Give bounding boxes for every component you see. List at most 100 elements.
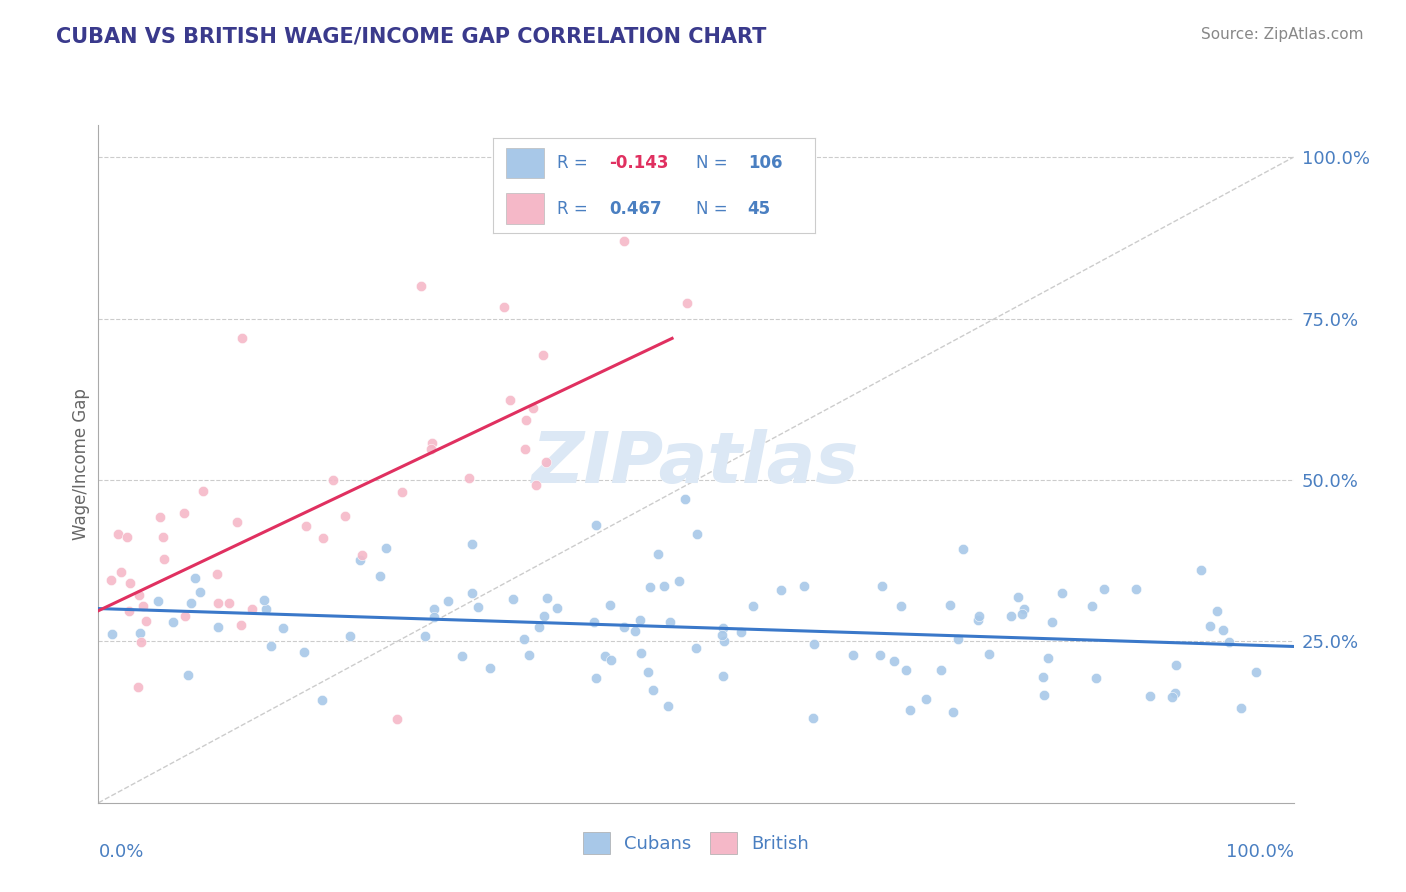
Point (711, 628, 734, 642)
Point (534, 455, 557, 469)
Point (184, 572, 207, 586)
Point (713, 621, 735, 635)
Point (110, 565, 132, 579)
Point (117, 530, 139, 544)
Point (713, 634, 735, 648)
Point (894, 664, 917, 678)
Point (929, 663, 952, 677)
Point (741, 599, 763, 614)
Point (1052, 586, 1074, 600)
Point (176, 668, 198, 682)
Point (1229, 701, 1251, 715)
Y-axis label: Wage/Income Gap: Wage/Income Gap (72, 388, 90, 540)
Point (946, 632, 969, 646)
Point (1189, 563, 1212, 577)
Point (647, 547, 669, 561)
Point (437, 594, 460, 608)
Point (914, 692, 936, 706)
Point (1040, 615, 1063, 630)
Point (585, 518, 607, 533)
Point (494, 300, 516, 314)
Point (527, 620, 550, 634)
Point (668, 574, 690, 589)
Point (967, 614, 990, 628)
Point (451, 649, 474, 664)
Point (322, 473, 344, 487)
Point (173, 608, 195, 623)
Point (1218, 635, 1240, 649)
Point (769, 583, 792, 598)
Point (842, 648, 865, 662)
Point (869, 648, 891, 663)
Point (420, 442, 443, 456)
Point (349, 552, 371, 566)
Point (253, 592, 276, 607)
Point (1036, 651, 1059, 665)
Point (128, 625, 150, 640)
Point (641, 683, 664, 698)
Point (207, 596, 229, 610)
Point (536, 591, 558, 605)
Point (1212, 623, 1234, 637)
Point (1164, 686, 1187, 700)
Text: Source: ZipAtlas.com: Source: ZipAtlas.com (1201, 27, 1364, 42)
Point (191, 484, 214, 499)
Point (513, 632, 536, 646)
Point (312, 531, 335, 545)
Point (1125, 582, 1147, 597)
Text: 100.0%: 100.0% (1226, 844, 1294, 862)
Point (939, 598, 962, 612)
Point (146, 594, 169, 608)
Point (652, 579, 675, 593)
Point (128, 588, 150, 602)
Point (107, 526, 129, 541)
Point (630, 646, 652, 660)
Point (335, 509, 357, 524)
Point (231, 618, 253, 632)
Point (583, 615, 606, 629)
Point (350, 549, 373, 563)
Point (100, 574, 122, 588)
Point (730, 625, 752, 640)
Point (132, 599, 155, 613)
Point (271, 621, 294, 635)
Point (422, 602, 444, 616)
Point (180, 596, 202, 610)
Point (657, 698, 679, 713)
Point (1244, 665, 1267, 679)
Point (422, 436, 444, 450)
Point (499, 392, 522, 407)
Point (461, 537, 484, 551)
Legend: Cubans, British: Cubans, British (575, 825, 817, 862)
Point (218, 596, 240, 610)
Point (1084, 671, 1107, 685)
Point (1164, 658, 1187, 673)
Point (803, 637, 825, 651)
Point (173, 507, 195, 521)
Point (101, 627, 124, 641)
Point (1012, 602, 1035, 616)
Point (585, 671, 607, 685)
Point (411, 279, 433, 293)
Point (120, 576, 142, 591)
Point (952, 542, 974, 557)
Point (292, 645, 315, 659)
Point (135, 614, 157, 628)
Point (294, 519, 316, 533)
Point (1000, 609, 1022, 624)
Point (152, 530, 174, 544)
Point (1092, 582, 1115, 596)
Point (479, 661, 502, 675)
Point (127, 680, 149, 694)
Point (524, 478, 547, 492)
Point (686, 526, 709, 541)
Point (600, 653, 623, 667)
Point (638, 580, 661, 594)
Point (1032, 670, 1054, 684)
Point (517, 648, 540, 663)
Point (637, 665, 659, 680)
Point (457, 471, 479, 485)
Point (942, 706, 965, 720)
Point (1011, 607, 1033, 621)
Point (374, 541, 396, 556)
